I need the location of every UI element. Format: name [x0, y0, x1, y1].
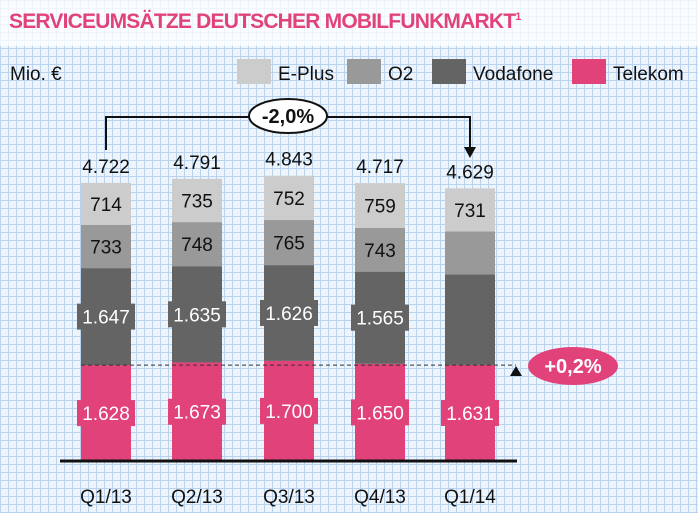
legend-label-vodafone: Vodafone: [473, 64, 553, 85]
data-label-bg: [77, 400, 135, 427]
bar-o2-Q1/14: [445, 231, 495, 275]
data-label-telekom: 1.700: [265, 402, 313, 423]
bar-e-plus-Q1/13: [81, 182, 131, 225]
bar-e-plus-Q1/14: [445, 188, 495, 232]
data-label-e-plus: 714: [90, 195, 122, 216]
chart-title: SERVICEUMSÄTZE DEUTSCHER MOBILFUNKMARKT1: [9, 10, 521, 34]
data-label-e-plus: 735: [181, 191, 213, 212]
total-label: 4.722: [82, 157, 130, 178]
data-label-bg: [351, 304, 409, 331]
legend-label-telekom: Telekom: [613, 64, 684, 85]
data-label-bg: [260, 397, 318, 424]
data-label-bg: [351, 399, 409, 426]
bar-e-plus-Q2/13: [172, 178, 222, 223]
data-label-vodafone: 1.647: [82, 308, 130, 329]
data-label-bg: [168, 301, 226, 328]
bar-o2-Q3/13: [264, 220, 314, 266]
data-label-e-plus: 731: [454, 201, 486, 222]
arrow-down-icon: [464, 147, 476, 158]
legend-label-o2: O2: [388, 64, 413, 85]
data-label-e-plus: 752: [273, 189, 305, 210]
total-label: 4.629: [446, 162, 494, 183]
data-label-o2: 765: [273, 234, 305, 255]
data-label-telekom: 1.631: [446, 404, 494, 425]
total-label: 4.717: [356, 157, 404, 178]
x-tick-label: Q1/14: [444, 487, 496, 508]
bar-o2-Q4/13: [355, 227, 405, 272]
arrow-up-icon: [510, 366, 522, 376]
legend-swatch-o2: [347, 59, 381, 84]
y-axis-label: Mio. €: [10, 64, 62, 85]
data-label-bg: [441, 399, 499, 426]
data-label-e-plus: 759: [364, 197, 396, 218]
x-tick-label: Q1/13: [80, 487, 132, 508]
legend-swatch-telekom: [572, 59, 606, 84]
data-label-bg: [77, 303, 135, 330]
x-tick-label: Q3/13: [263, 487, 315, 508]
bar-vodafone-Q1/14: [445, 274, 495, 365]
x-tick-label: Q4/13: [354, 487, 406, 508]
total-change-badge: [248, 98, 328, 134]
data-label-vodafone: 1.635: [173, 305, 221, 326]
data-label-bg: [260, 299, 318, 326]
data-label-telekom: 1.650: [356, 403, 404, 424]
x-tick-label: Q2/13: [171, 487, 223, 508]
total-label: 4.843: [265, 150, 313, 171]
data-label-telekom: 1.673: [173, 403, 221, 424]
title-bar: SERVICEUMSÄTZE DEUTSCHER MOBILFUNKMARKT1: [0, 0, 698, 46]
data-label-o2: 743: [364, 241, 396, 262]
legend-label-e-plus: E-Plus: [278, 64, 334, 85]
title-footnote: 1: [515, 11, 521, 23]
legend-swatch-e-plus: [237, 59, 271, 84]
data-label-o2: 733: [90, 238, 122, 259]
bar-e-plus-Q3/13: [264, 175, 314, 221]
bar-o2-Q1/13: [81, 224, 131, 269]
telekom-change-badge: [528, 347, 618, 385]
bar-e-plus-Q4/13: [355, 183, 405, 228]
data-label-telekom: 1.628: [82, 404, 130, 425]
data-label-vodafone: 1.565: [356, 309, 404, 330]
data-label-o2: 748: [181, 235, 213, 256]
data-label-vodafone: 1.626: [265, 304, 313, 325]
legend-swatch-vodafone: [432, 59, 466, 84]
telekom-change-label: +0,2%: [544, 356, 601, 378]
total-label: 4.791: [173, 153, 221, 174]
total-change-label: -2,0%: [262, 106, 314, 128]
bar-o2-Q2/13: [172, 222, 222, 267]
data-label-bg: [168, 398, 226, 425]
chart-title-text: SERVICEUMSÄTZE DEUTSCHER MOBILFUNKMARKT: [9, 10, 516, 33]
